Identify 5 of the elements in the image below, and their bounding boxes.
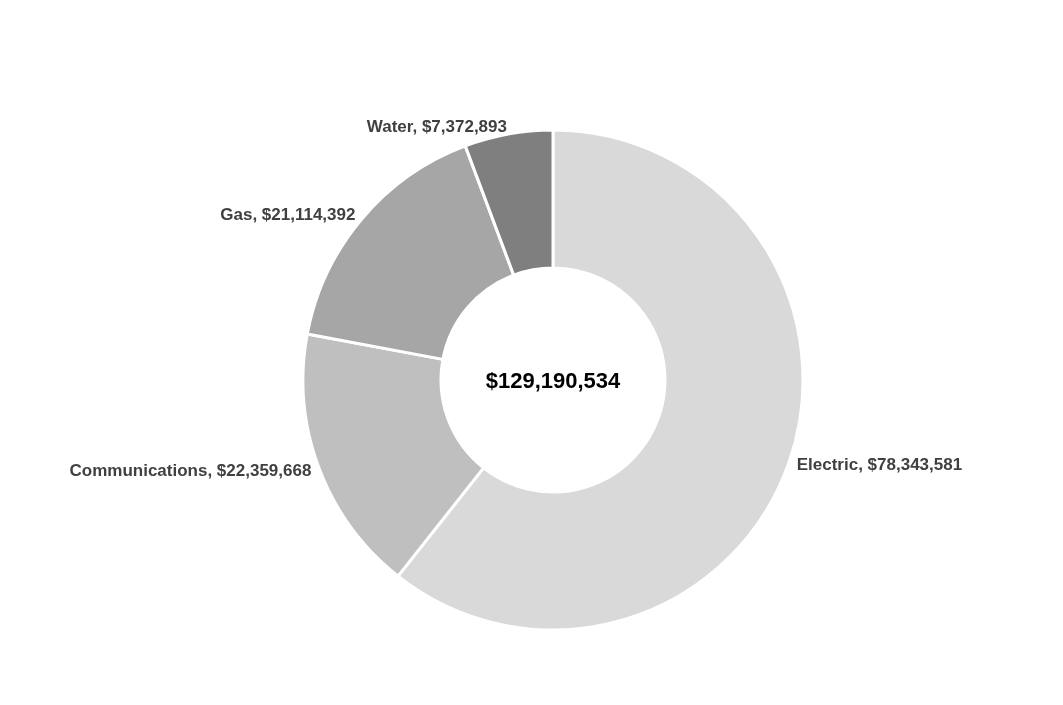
slice-label: Electric, $78,343,581 xyxy=(796,455,963,475)
slice-label: Gas, $21,114,392 xyxy=(220,204,356,224)
slice-label: Communications, $22,359,668 xyxy=(69,461,312,480)
slice-label: Water, $7,372,893 xyxy=(366,116,507,136)
text: $129,190,534 xyxy=(485,367,622,393)
